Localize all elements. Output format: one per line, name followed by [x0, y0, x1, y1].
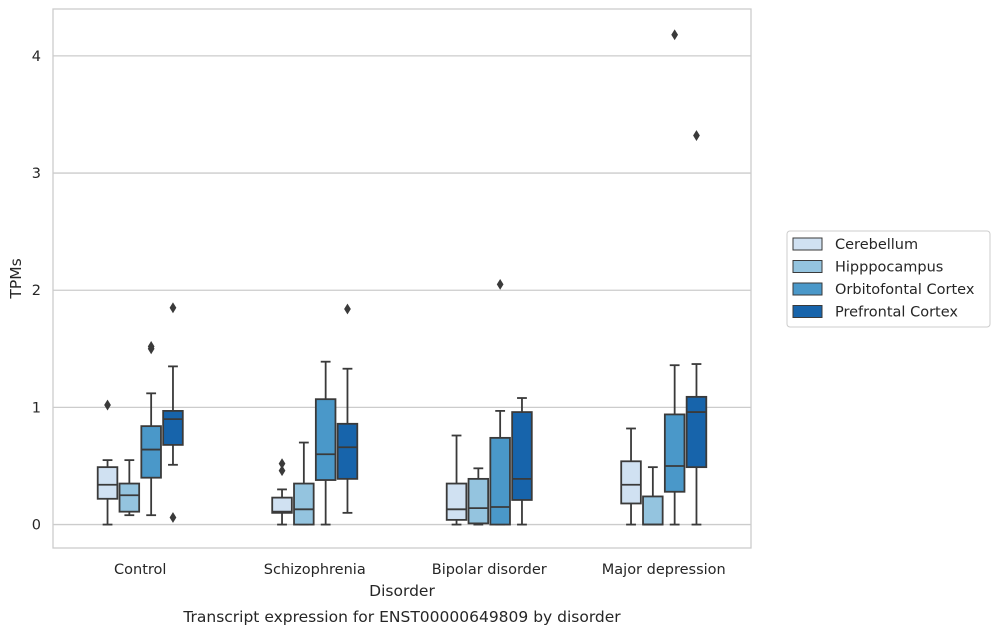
legend-label: Cerebellum — [835, 237, 918, 253]
y-tick-0: 0 — [32, 518, 41, 534]
box-1-1 — [293, 441, 315, 526]
legend-label: Hipppocampus — [835, 260, 943, 276]
legend: Cerebellum Hipppocampus Orbitofontal Corte… — [786, 230, 991, 328]
outlier-point-1 — [147, 341, 155, 352]
x-tick-0: Control — [114, 562, 166, 578]
box-3-2 — [663, 29, 686, 526]
box-iqr — [489, 436, 511, 526]
box-iqr — [162, 410, 184, 446]
outlier-point-0 — [278, 465, 286, 477]
legend-item-1: Hipppocampus — [792, 260, 943, 276]
box-2-2 — [489, 278, 511, 526]
box-1-0 — [271, 458, 293, 526]
x-tick-labels: Control Schizophrenia Bipolar disorder Majo… — [114, 562, 726, 578]
box-iqr — [293, 482, 315, 526]
box-0-0 — [96, 399, 119, 526]
box-iqr — [511, 411, 533, 501]
outlier-point-0 — [344, 303, 351, 315]
legend-swatch — [792, 282, 823, 296]
box-2-3 — [511, 397, 533, 526]
box-iqr — [271, 496, 293, 514]
y-tick-1: 1 — [32, 400, 41, 416]
box-0-2 — [140, 341, 162, 517]
box-iqr — [336, 422, 359, 480]
plot-background — [53, 9, 751, 548]
plot-frame — [52, 8, 752, 549]
y-tick-3: 3 — [32, 166, 41, 182]
box-iqr — [685, 395, 708, 469]
box-iqr — [140, 425, 162, 479]
box-iqr — [118, 482, 141, 513]
legend-label: Orbitofontal Cortex — [835, 282, 975, 298]
legend-item-2: Orbitofontal Cortex — [792, 282, 975, 298]
legend-frame — [786, 230, 991, 328]
y-axis-label: TPMs — [7, 258, 25, 299]
outlier-point-1 — [278, 458, 286, 470]
box-3-3 — [685, 130, 708, 526]
box-iqr — [96, 466, 119, 500]
box-0-1 — [118, 459, 141, 517]
x-axis-label: Disorder — [369, 582, 435, 600]
outlier-point-0 — [693, 130, 700, 141]
chart-title: Transcript expression for ENST0000064980… — [182, 608, 621, 626]
box-iqr — [467, 477, 490, 525]
box-1-2 — [314, 360, 337, 526]
box-2-0 — [445, 434, 468, 526]
legend-swatch — [792, 260, 823, 273]
x-tick-2: Bipolar disorder — [432, 562, 547, 578]
box-iqr — [445, 482, 468, 521]
box-iqr — [663, 413, 686, 493]
outlier-point-0 — [104, 399, 111, 411]
y-tick-labels: 0 1 2 3 4 — [32, 49, 41, 534]
box-2-1 — [467, 467, 490, 526]
y-tick-4: 4 — [32, 49, 41, 65]
legend-swatch — [792, 305, 823, 318]
y-tick-2: 2 — [32, 283, 41, 299]
box-3-0 — [620, 427, 642, 526]
box-iqr — [314, 398, 337, 481]
box-3-1 — [642, 466, 664, 526]
box-iqr — [620, 460, 642, 505]
legend-item-3: Prefrontal Cortex — [792, 305, 958, 321]
legend-swatch — [792, 237, 823, 251]
x-tick-1: Schizophrenia — [264, 562, 366, 578]
legend-label: Prefrontal Cortex — [835, 305, 958, 321]
box-series — [96, 29, 708, 526]
outlier-point-1 — [169, 302, 177, 314]
outlier-point-0 — [671, 29, 679, 41]
box-iqr — [642, 495, 664, 526]
legend-item-0: Cerebellum — [792, 237, 918, 253]
box-0-3 — [162, 302, 184, 523]
box-1-3 — [336, 303, 359, 514]
outlier-point-0 — [496, 278, 504, 290]
x-tick-3: Major depression — [602, 562, 726, 578]
outlier-point-0 — [169, 512, 177, 523]
